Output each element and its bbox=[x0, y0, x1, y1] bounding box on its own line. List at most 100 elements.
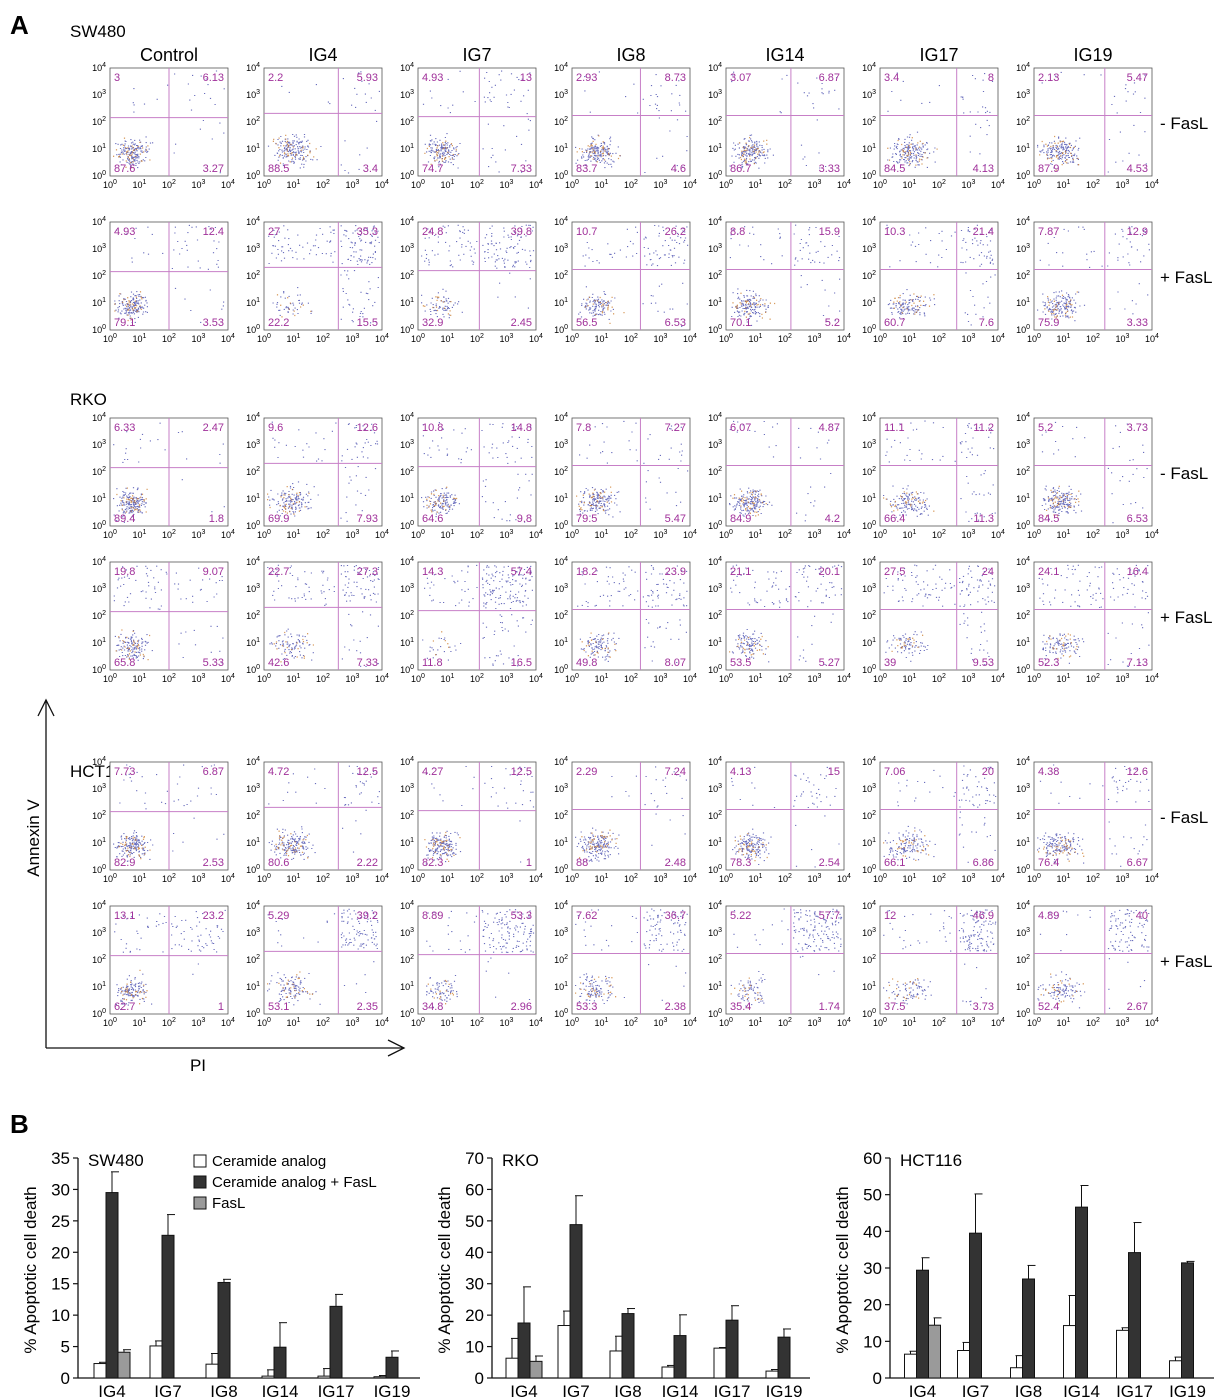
y-tick-label: 100 bbox=[708, 664, 722, 675]
x-tick-base: 10 bbox=[778, 874, 788, 884]
x-tick-label: 102 bbox=[624, 673, 638, 684]
x-tick-base: 10 bbox=[500, 530, 510, 540]
x-tick-label: 102 bbox=[316, 873, 330, 884]
quadrant-ur-percent: 15.9 bbox=[819, 226, 840, 238]
y-tick-exponent: 0 bbox=[564, 170, 568, 177]
y-tick-base: 10 bbox=[1016, 901, 1026, 911]
y-tick-label: 104 bbox=[708, 900, 722, 911]
y-tick-label: 104 bbox=[554, 216, 568, 227]
x-tick-base: 10 bbox=[624, 334, 634, 344]
x-tick-label: IG4 bbox=[909, 1382, 936, 1399]
x-tick-label: 101 bbox=[287, 873, 301, 884]
y-tick-exponent: 0 bbox=[410, 520, 414, 527]
y-tick-exponent: 2 bbox=[102, 466, 106, 473]
y-tick-exponent: 2 bbox=[410, 810, 414, 817]
y-tick-label: 102 bbox=[92, 610, 106, 621]
x-tick-exponent: 3 bbox=[818, 1017, 822, 1024]
x-tick-exponent: 4 bbox=[847, 529, 851, 536]
x-tick-exponent: 1 bbox=[451, 1017, 455, 1024]
y-tick-base: 10 bbox=[246, 928, 256, 938]
y-tick-base: 10 bbox=[554, 784, 564, 794]
x-tick-exponent: 2 bbox=[172, 673, 176, 680]
y-tick-label: 101 bbox=[708, 493, 722, 504]
y-tick-exponent: 1 bbox=[564, 837, 568, 844]
x-tick-base: 10 bbox=[624, 1018, 634, 1028]
y-tick-base: 10 bbox=[400, 144, 410, 154]
x-tick-label: 102 bbox=[932, 333, 946, 344]
y-tick-label: 104 bbox=[554, 756, 568, 767]
x-tick-label: 102 bbox=[1086, 529, 1100, 540]
y-tick-base: 10 bbox=[400, 557, 410, 567]
x-tick-exponent: 4 bbox=[539, 673, 543, 680]
y-tick-label: 102 bbox=[92, 116, 106, 127]
x-tick-exponent: 0 bbox=[267, 673, 271, 680]
y-tick-label: 60 bbox=[465, 1180, 484, 1199]
x-tick-label: 103 bbox=[500, 1017, 514, 1028]
x-tick-label: 101 bbox=[133, 179, 147, 190]
dense-event-dots bbox=[274, 830, 309, 859]
x-tick-base: 10 bbox=[133, 674, 143, 684]
event-dots bbox=[883, 564, 996, 666]
x-tick-exponent: 3 bbox=[972, 873, 976, 880]
x-tick-exponent: 2 bbox=[480, 179, 484, 186]
x-tick-base: 10 bbox=[654, 1018, 664, 1028]
x-tick-exponent: 4 bbox=[539, 873, 543, 880]
x-tick-exponent: 3 bbox=[1126, 873, 1130, 880]
x-tick-exponent: 2 bbox=[788, 873, 792, 880]
dense-event-dots bbox=[888, 977, 920, 1000]
y-tick-exponent: 4 bbox=[410, 62, 414, 69]
y-tick-exponent: 1 bbox=[564, 981, 568, 988]
x-tick-base: 10 bbox=[346, 334, 356, 344]
y-tick-label: 103 bbox=[554, 243, 568, 254]
x-tick-label: 102 bbox=[162, 529, 176, 540]
y-tick-label: 0 bbox=[873, 1369, 882, 1388]
y-tick-base: 10 bbox=[554, 271, 564, 281]
y-tick-label: 102 bbox=[862, 270, 876, 281]
x-tick-label: 100 bbox=[411, 333, 425, 344]
y-tick-exponent: 3 bbox=[410, 783, 414, 790]
x-tick-label: 104 bbox=[991, 673, 1005, 684]
y-tick-label: 102 bbox=[400, 116, 414, 127]
x-tick-exponent: 0 bbox=[883, 529, 887, 536]
y-tick-base: 10 bbox=[1016, 757, 1026, 767]
y-tick-label: 100 bbox=[1016, 324, 1030, 335]
x-tick-base: 10 bbox=[500, 180, 510, 190]
y-axis-label: % Apoptotic cell death bbox=[833, 1186, 852, 1353]
y-tick-exponent: 3 bbox=[256, 243, 260, 250]
plot-frame bbox=[879, 561, 999, 671]
y-tick-label: 103 bbox=[400, 583, 414, 594]
x-tick-label: IG14 bbox=[1063, 1382, 1100, 1399]
event-dots bbox=[729, 420, 839, 522]
quadrant-ur-percent: 6.87 bbox=[819, 72, 840, 84]
y-tick-label: 101 bbox=[400, 837, 414, 848]
x-tick-base: 10 bbox=[719, 1018, 729, 1028]
y-tick-exponent: 1 bbox=[564, 297, 568, 304]
x-tick-label: 102 bbox=[316, 529, 330, 540]
y-tick-label: 103 bbox=[1016, 783, 1030, 794]
y-tick-exponent: 2 bbox=[410, 466, 414, 473]
y-tick-exponent: 1 bbox=[1026, 981, 1030, 988]
plot-frame bbox=[725, 417, 845, 527]
quadrant-ul-percent: 4.93 bbox=[114, 226, 135, 238]
x-tick-base: 10 bbox=[595, 334, 605, 344]
x-tick-exponent: 0 bbox=[575, 529, 579, 536]
y-tick-exponent: 2 bbox=[410, 270, 414, 277]
y-tick-label: 100 bbox=[708, 864, 722, 875]
x-tick-exponent: 0 bbox=[267, 333, 271, 340]
quadrant-ul-percent: 3 bbox=[114, 72, 120, 84]
x-tick-label: 100 bbox=[257, 529, 271, 540]
y-tick-exponent: 3 bbox=[256, 583, 260, 590]
x-tick-exponent: 1 bbox=[1067, 529, 1071, 536]
x-tick-base: 10 bbox=[778, 674, 788, 684]
y-tick-label: 102 bbox=[554, 466, 568, 477]
x-tick-label: 104 bbox=[683, 873, 697, 884]
y-tick-exponent: 2 bbox=[718, 610, 722, 617]
y-tick-base: 10 bbox=[708, 901, 718, 911]
y-tick-base: 10 bbox=[862, 784, 872, 794]
